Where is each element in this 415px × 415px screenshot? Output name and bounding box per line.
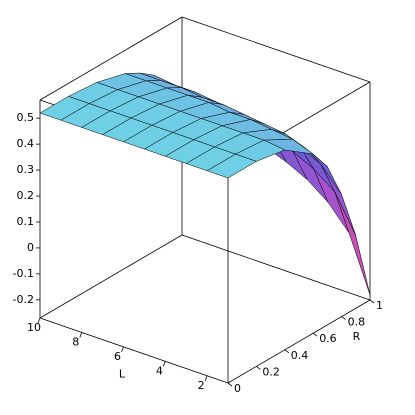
z-tick-label: 0.4 — [17, 137, 35, 150]
y-tick-label: 0.4 — [291, 349, 309, 362]
box-edge — [39, 317, 229, 384]
x-tick-label: 10 — [27, 321, 41, 334]
x-tick — [37, 317, 41, 324]
y-tick — [256, 366, 261, 370]
x-tick — [204, 375, 208, 381]
z-tick-label: 0.5 — [17, 111, 35, 124]
y-tick-label: 0 — [234, 382, 241, 395]
y-axis-label: R — [353, 330, 361, 343]
y-tick-label: 0.6 — [319, 332, 337, 345]
box-edge — [181, 234, 371, 301]
z-tick-label: 0.2 — [17, 189, 35, 202]
x-tick-label: 6 — [114, 350, 121, 363]
y-tick — [312, 332, 318, 337]
z-tick-label: -0.2 — [13, 293, 34, 306]
surface-patch — [334, 191, 371, 295]
z-tick-label: 0.3 — [17, 163, 35, 176]
x-tick — [79, 332, 83, 338]
box-edge — [39, 16, 183, 101]
box-edge — [181, 16, 371, 83]
x-tick — [121, 346, 124, 353]
x-tick — [162, 361, 166, 367]
y-tick-label: 1 — [376, 299, 383, 312]
y-tick — [369, 299, 375, 304]
x-axis-label: L — [119, 368, 126, 381]
y-tick-label: 0.2 — [262, 365, 280, 378]
surface-patch — [206, 153, 257, 179]
x-tick-label: 4 — [156, 364, 163, 377]
box-edge — [39, 234, 183, 319]
z-tick-label: -0.1 — [13, 267, 34, 280]
y-tick — [227, 382, 233, 387]
y-tick — [284, 349, 290, 354]
z-tick-label: 0 — [27, 241, 34, 254]
x-tick-label: 8 — [72, 335, 79, 348]
box-edge — [227, 299, 371, 384]
x-tick-label: 2 — [198, 379, 205, 392]
y-tick-label: 0.8 — [348, 316, 366, 329]
y-tick — [341, 316, 346, 320]
z-tick-label: 0.1 — [17, 215, 35, 228]
